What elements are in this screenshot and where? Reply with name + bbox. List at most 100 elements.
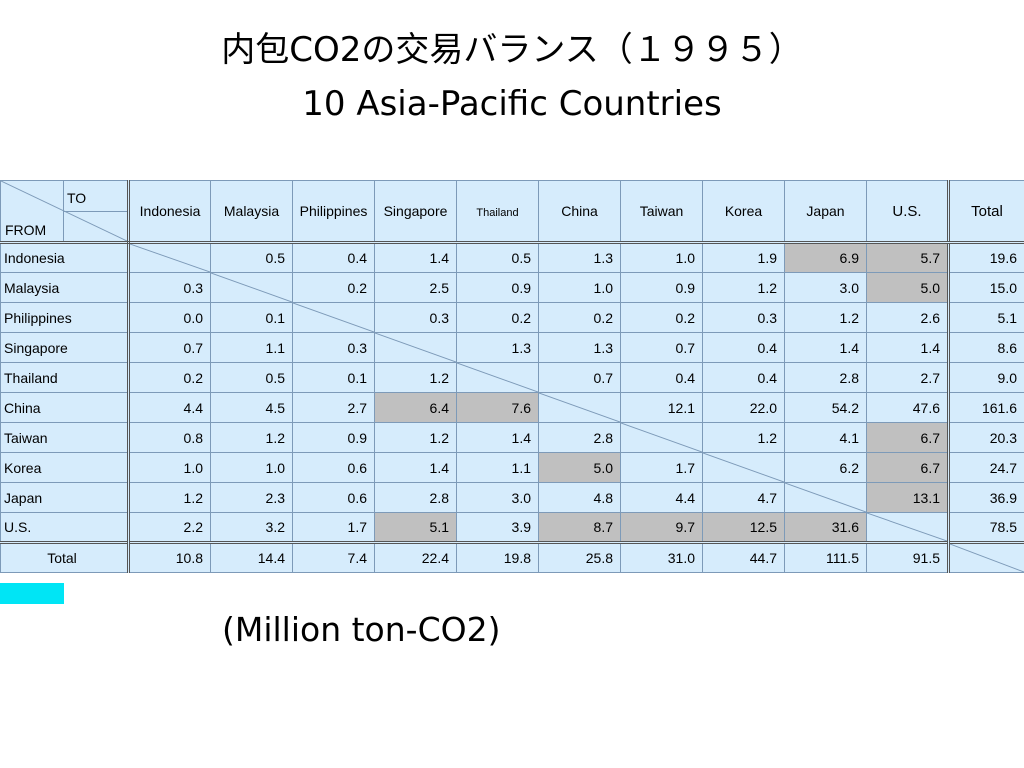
table-cell: 1.0 (128, 452, 211, 483)
column-total-cell: 14.4 (210, 541, 293, 573)
column-total-cell: 7.4 (292, 541, 375, 573)
column-total-cell: 10.8 (128, 541, 211, 573)
table-row: Indonesia 0.5 0.4 1.4 0.5 1.3 1.0 1.9 6.9 5.7 19.6 (0, 242, 1024, 273)
column-header-u-s: U.S. (866, 180, 949, 244)
diagonal-cell (538, 392, 621, 423)
table-cell: 4.5 (210, 392, 293, 423)
table-cell: 1.0 (620, 242, 703, 273)
table-cell: 2.7 (866, 362, 949, 393)
table-cell: 0.4 (292, 242, 375, 273)
total-row: Total 10.8 14.4 7.4 22.4 19.8 25.8 31.0 44.7 111.… (0, 541, 1024, 573)
column-header-malaysia: Malaysia (210, 180, 293, 244)
row-label-japan: Japan (0, 482, 130, 513)
table-cell: 1.7 (620, 452, 703, 483)
table-cell: 4.1 (784, 422, 867, 453)
table-cell: 1.3 (456, 332, 539, 363)
table-cell: 0.2 (128, 362, 211, 393)
table-cell: 1.0 (538, 272, 621, 303)
column-header-korea: Korea (702, 180, 785, 244)
table-cell: 8.7 (538, 512, 621, 543)
column-header-singapore: Singapore (374, 180, 457, 244)
table-row: Malaysia 0.3 0.2 2.5 0.9 1.0 0.9 1.2 3.0 5.0 15.0 (0, 272, 1024, 303)
table-cell: 0.9 (292, 422, 375, 453)
table-cell: 1.9 (702, 242, 785, 273)
table-row: Philippines 0.0 0.1 0.3 0.2 0.2 0.2 0.3 1.2 2.6 5.… (0, 302, 1024, 333)
table-cell: 6.2 (784, 452, 867, 483)
row-label-total: Total (0, 541, 130, 573)
table-cell: 47.6 (866, 392, 949, 423)
column-total-cell: 44.7 (702, 541, 785, 573)
corner-divider (63, 181, 64, 240)
row-total-cell: 5.1 (947, 302, 1024, 333)
row-label-singapore: Singapore (0, 332, 130, 363)
column-total-cell: 25.8 (538, 541, 621, 573)
diagonal-cell (210, 272, 293, 303)
table-cell: 2.2 (128, 512, 211, 543)
table-cell: 0.6 (292, 482, 375, 513)
table-row: Korea 1.0 1.0 0.6 1.4 1.1 5.0 1.7 6.2 6.7 24.7 (0, 452, 1024, 483)
column-header-taiwan: Taiwan (620, 180, 703, 244)
table-cell: 1.3 (538, 242, 621, 273)
row-total-cell: 20.3 (947, 422, 1024, 453)
table-cell: 3.0 (456, 482, 539, 513)
table-cell: 0.2 (538, 302, 621, 333)
table-row: Thailand 0.2 0.5 0.1 1.2 0.7 0.4 0.4 2.8 2.7 9.0 (0, 362, 1024, 393)
row-total-cell: 36.9 (947, 482, 1024, 513)
table-cell: 6.7 (866, 452, 949, 483)
diagonal-cell (456, 362, 539, 393)
table-cell: 0.5 (210, 242, 293, 273)
table-cell: 0.6 (292, 452, 375, 483)
table-cell: 4.7 (702, 482, 785, 513)
table-cell: 0.3 (374, 302, 457, 333)
table-cell: 1.2 (374, 422, 457, 453)
table-cell: 6.4 (374, 392, 457, 423)
table-cell: 12.1 (620, 392, 703, 423)
table-cell: 1.2 (374, 362, 457, 393)
table-cell: 1.7 (292, 512, 375, 543)
row-label-philippines: Philippines (0, 302, 130, 333)
corner-from-label: FROM (5, 222, 47, 238)
table-cell: 0.7 (620, 332, 703, 363)
column-total-cell: 22.4 (374, 541, 457, 573)
table-cell: 0.8 (128, 422, 211, 453)
accent-block (0, 583, 64, 604)
table-cell: 1.2 (210, 422, 293, 453)
row-total-cell: 161.6 (947, 392, 1024, 423)
table-cell: 12.5 (702, 512, 785, 543)
row-label-china: China (0, 392, 130, 423)
table-cell: 22.0 (702, 392, 785, 423)
table-cell: 7.6 (456, 392, 539, 423)
table-cell: 0.1 (292, 362, 375, 393)
diagonal-cell (866, 512, 949, 543)
column-header-japan: Japan (784, 180, 867, 244)
table-row: Singapore 0.7 1.1 0.3 1.3 1.3 0.7 0.4 1.4 1.4 8.6 (0, 332, 1024, 363)
table-cell: 1.4 (374, 242, 457, 273)
table-cell: 1.4 (866, 332, 949, 363)
page-title: 内包CO2の交易バランス（１９９５） (221, 30, 803, 70)
row-label-taiwan: Taiwan (0, 422, 130, 453)
table-cell: 0.7 (128, 332, 211, 363)
diagonal-cell (620, 422, 703, 453)
table-cell: 0.0 (128, 302, 211, 333)
table-cell: 1.1 (456, 452, 539, 483)
grand-total-cell (947, 541, 1024, 573)
column-header-indonesia: Indonesia (128, 180, 211, 244)
table-cell: 1.1 (210, 332, 293, 363)
table-cell: 5.7 (866, 242, 949, 273)
table-cell: 0.1 (210, 302, 293, 333)
table-cell: 1.2 (702, 272, 785, 303)
row-total-cell: 9.0 (947, 362, 1024, 393)
row-label-indonesia: Indonesia (0, 242, 130, 273)
column-total-cell: 91.5 (866, 541, 949, 573)
table-cell: 1.4 (374, 452, 457, 483)
header-row: TO FROM Indonesia Malaysia Philippines Sing… (0, 180, 1024, 244)
table-body: Indonesia 0.5 0.4 1.4 0.5 1.3 1.0 1.9 6.9 5.7 19.6… (0, 242, 1024, 573)
table-cell: 0.3 (128, 272, 211, 303)
table-cell: 3.2 (210, 512, 293, 543)
table-row: China 4.4 4.5 2.7 6.4 7.6 12.1 22.0 54.2 47.6 161.… (0, 392, 1024, 423)
corner-to-label: TO (67, 190, 87, 206)
table-cell: 6.9 (784, 242, 867, 273)
table-cell: 4.4 (620, 482, 703, 513)
table-cell: 2.8 (784, 362, 867, 393)
table-cell: 4.4 (128, 392, 211, 423)
